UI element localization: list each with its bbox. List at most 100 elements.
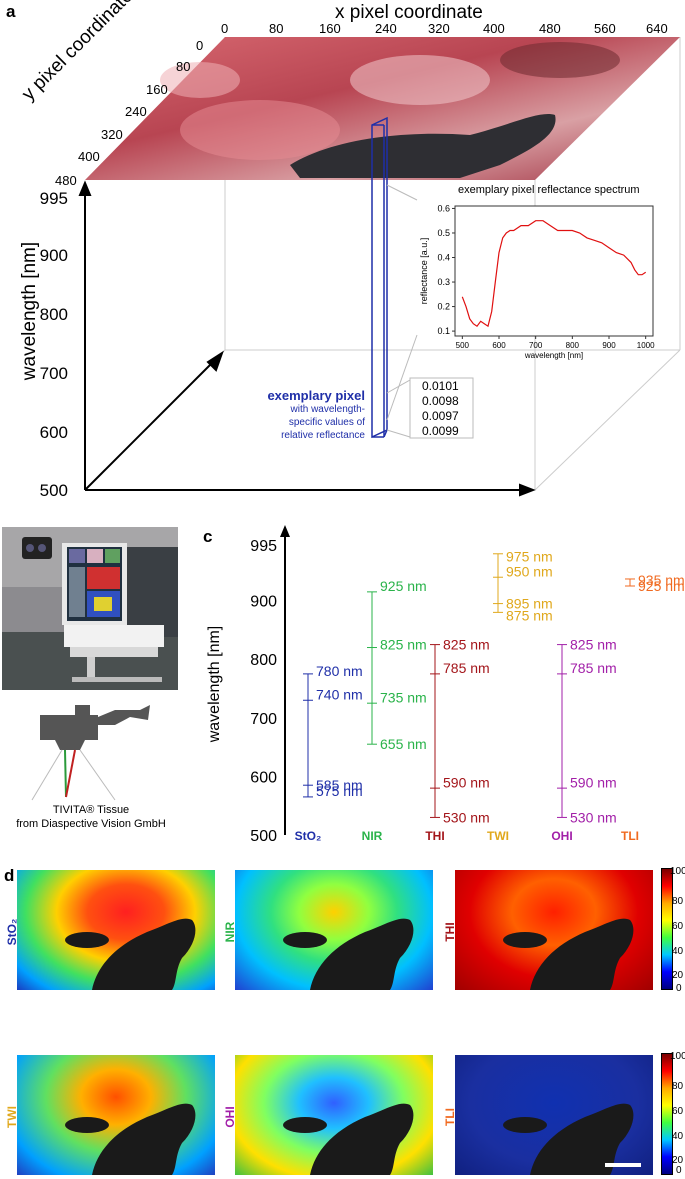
index-map-1 xyxy=(235,870,433,990)
band-value-label: 585 nm xyxy=(316,777,363,793)
colorbar-tick: 100 xyxy=(670,1051,685,1062)
glove-shape xyxy=(530,1103,634,1175)
panel-c-letter: c xyxy=(203,527,213,546)
tissue-highlights xyxy=(160,42,620,160)
band-value-label: 825 nm xyxy=(380,637,427,653)
glove-finger xyxy=(283,932,327,948)
x-tick: 320 xyxy=(428,21,450,36)
spectrum-y-tick: 0.6 xyxy=(437,203,450,213)
glove-shape xyxy=(310,1103,414,1175)
index-map-label: StO₂ xyxy=(5,918,19,946)
band-category-label: NIR xyxy=(362,829,383,843)
colorbar-tick: 20 xyxy=(672,1155,684,1166)
bands-y-tick: 500 xyxy=(250,828,277,845)
x-tick: 240 xyxy=(375,21,397,36)
colorbar-tick: 0 xyxy=(676,983,682,994)
x-tick: 560 xyxy=(594,21,616,36)
band-value-label: 950 nm xyxy=(506,563,553,579)
bands-axis-arrow xyxy=(280,525,290,537)
glove-finger xyxy=(503,1117,547,1133)
band-value-label: 825 nm xyxy=(443,637,490,653)
device-photo xyxy=(2,527,178,690)
camera-diagram xyxy=(31,705,150,801)
spectrum-y-tick: 0.4 xyxy=(437,253,450,263)
band-value-label: 785 nm xyxy=(570,660,617,676)
colorbar-tick: 0 xyxy=(676,1165,682,1176)
x-axis-label: x pixel coordinate xyxy=(335,2,483,23)
bands-y-tick: 600 xyxy=(250,769,277,786)
x-tick: 80 xyxy=(269,21,284,36)
spectrum-ylabel: reflectance [a.u.] xyxy=(419,238,429,305)
z-tick: 900 xyxy=(39,246,68,265)
index-map-3 xyxy=(17,1055,215,1175)
spectrum-y-tick: 0.2 xyxy=(437,302,450,312)
band-value-label: 740 nm xyxy=(316,686,363,702)
colorbar-tick: 80 xyxy=(672,896,684,907)
band-value-label: 895 nm xyxy=(506,596,553,612)
cube-diagram xyxy=(78,37,681,497)
bands-y-tick: 995 xyxy=(250,538,277,555)
colorbar-gradient xyxy=(661,868,673,990)
exemplary-desc-line: with wavelength- xyxy=(290,404,365,415)
y-tick: 0 xyxy=(196,38,204,53)
band-value-label: 825 nm xyxy=(570,637,617,653)
x-tick: 160 xyxy=(319,21,341,36)
index-map-label: TLI xyxy=(443,1108,457,1126)
band-category-label: StO₂ xyxy=(295,829,322,843)
glove-shape xyxy=(310,918,414,990)
y-tick: 80 xyxy=(176,59,191,74)
glove-silhouette xyxy=(283,918,414,990)
glove-finger xyxy=(65,1117,109,1133)
colorbar-tick: 60 xyxy=(672,1106,684,1117)
exemplary-title: exemplary pixel xyxy=(267,388,365,403)
glove-silhouette xyxy=(503,918,634,990)
glove-silhouette xyxy=(283,1103,414,1175)
exemplary-pixel-annotation: exemplary pixel with wavelength- specifi… xyxy=(220,388,365,442)
spectrum-x-tick: 700 xyxy=(529,341,543,350)
colorbar-tick: 20 xyxy=(672,970,684,981)
value-item: 0.0098 xyxy=(422,394,459,408)
device-caption-line2: from Diaspective Vision GmbH xyxy=(16,818,166,830)
index-map-label: TWI xyxy=(5,1106,19,1128)
band-value-label: 925 nm xyxy=(638,578,685,594)
glove-shape xyxy=(530,918,634,990)
y-tick: 400 xyxy=(78,149,100,164)
band-value-label: 735 nm xyxy=(380,689,427,705)
colorbar-tick: 60 xyxy=(672,921,684,932)
y-tick: 480 xyxy=(55,173,77,188)
index-map-4 xyxy=(235,1055,433,1175)
value-item: 0.0101 xyxy=(422,379,459,393)
device-caption-line1: TIVITA® Tissue xyxy=(52,804,130,816)
plot-frame xyxy=(454,205,654,337)
glove-finger xyxy=(503,932,547,948)
colorbar-gradient xyxy=(661,1053,673,1175)
band-category-label: OHI xyxy=(551,829,572,843)
bands-y-tick: 700 xyxy=(250,711,277,728)
y-tick: 160 xyxy=(146,82,168,97)
z-tick: 800 xyxy=(39,305,68,324)
x-tick: 640 xyxy=(646,21,668,36)
spectrum-x-tick: 600 xyxy=(492,341,506,350)
index-map-0 xyxy=(17,870,215,990)
bands-y-tick: 800 xyxy=(250,652,277,669)
band-value-label: 530 nm xyxy=(443,809,490,825)
index-map-label: NIR xyxy=(223,921,237,943)
z-tick: 600 xyxy=(39,423,68,442)
glove-silhouette xyxy=(65,1103,196,1175)
spectrum-line xyxy=(461,220,647,328)
panel-a-letter: a xyxy=(6,2,16,21)
glove-silhouette xyxy=(503,1103,634,1175)
x-tick: 0 xyxy=(221,21,229,36)
x-tick: 480 xyxy=(539,21,561,36)
spectrum-chart: 500 600 700 800 900 1000 0.1 0.2 0.3 0.4 0.5 0.6 wav… xyxy=(419,203,655,360)
panel-d-letter: d xyxy=(4,866,15,885)
device-illustration xyxy=(2,527,178,690)
value-item: 0.0099 xyxy=(422,424,459,438)
glove-shape xyxy=(290,114,556,178)
z-tick: 700 xyxy=(39,364,68,383)
spectrum-y-tick: 0.3 xyxy=(437,277,450,287)
spectrum-x-tick: 800 xyxy=(566,341,580,350)
z-tick: 995 xyxy=(39,189,68,208)
band-value-label: 590 nm xyxy=(443,774,490,790)
band-category-label: TWI xyxy=(487,829,509,843)
